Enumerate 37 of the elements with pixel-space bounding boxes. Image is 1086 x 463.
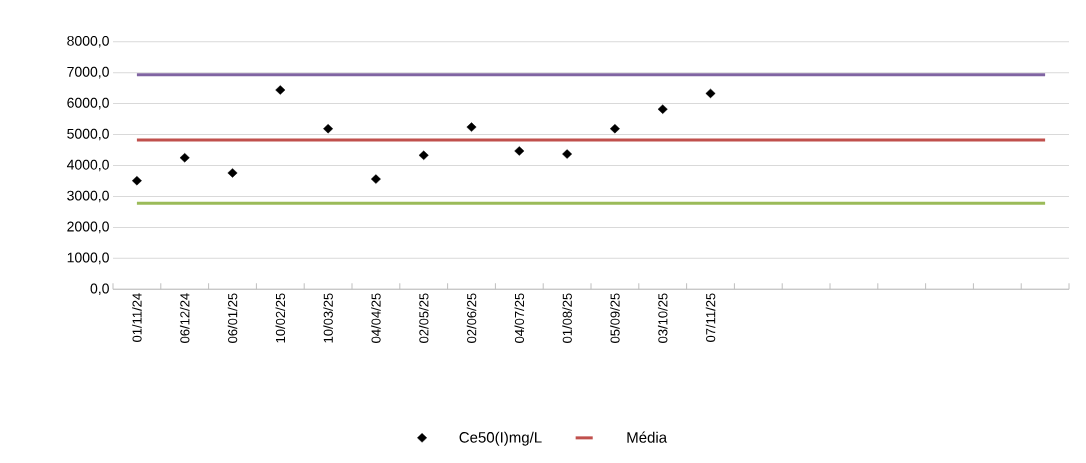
point [514, 146, 525, 156]
x-tick-label: 02/05/25 [418, 293, 429, 343]
y-tick-label: 6000,0 [67, 97, 109, 110]
x-tick-label: 06/01/25 [227, 293, 238, 343]
x-tick-label: 07/11/25 [705, 293, 716, 342]
x-tick-label: 04/04/25 [371, 293, 381, 343]
point [418, 150, 429, 160]
y-tick-label: 4000,0 [66, 159, 109, 172]
y-tick-label: 2000,0 [67, 221, 109, 234]
point [370, 174, 381, 184]
point [609, 123, 620, 134]
x-tick-label: 06/12/24 [179, 293, 190, 343]
x-tick-label: 01/11/24 [132, 293, 142, 342]
y-tick-label: 5000,0 [67, 128, 109, 141]
x-tick-label: 03/10/25 [657, 293, 668, 343]
y-tick-label: 7000,0 [67, 66, 109, 79]
point [179, 153, 190, 163]
point [275, 85, 286, 95]
point [131, 175, 142, 186]
y-tick-label: 1000,0 [67, 252, 109, 265]
point [323, 123, 334, 134]
x-tick-label: 10/02/25 [275, 293, 286, 343]
point [466, 122, 477, 132]
y-tick-label: 0,0 [90, 283, 109, 296]
y-tick-label: 8000,0 [67, 35, 109, 48]
legend-label: Média [627, 431, 668, 443]
point [227, 168, 238, 178]
x-tick-label: 05/09/25 [610, 293, 620, 343]
legend-label: Ce50(I)mg/L [459, 431, 542, 446]
point [705, 88, 716, 99]
x-tick-label: 10/03/25 [323, 293, 333, 343]
x-tick-label: 01/08/25 [562, 293, 572, 343]
x-tick-label: 02/06/25 [466, 293, 477, 343]
x-tick-label: 04/07/25 [514, 293, 525, 343]
point [657, 104, 668, 114]
point [562, 149, 573, 159]
y-tick-label: 3000,0 [67, 190, 109, 203]
